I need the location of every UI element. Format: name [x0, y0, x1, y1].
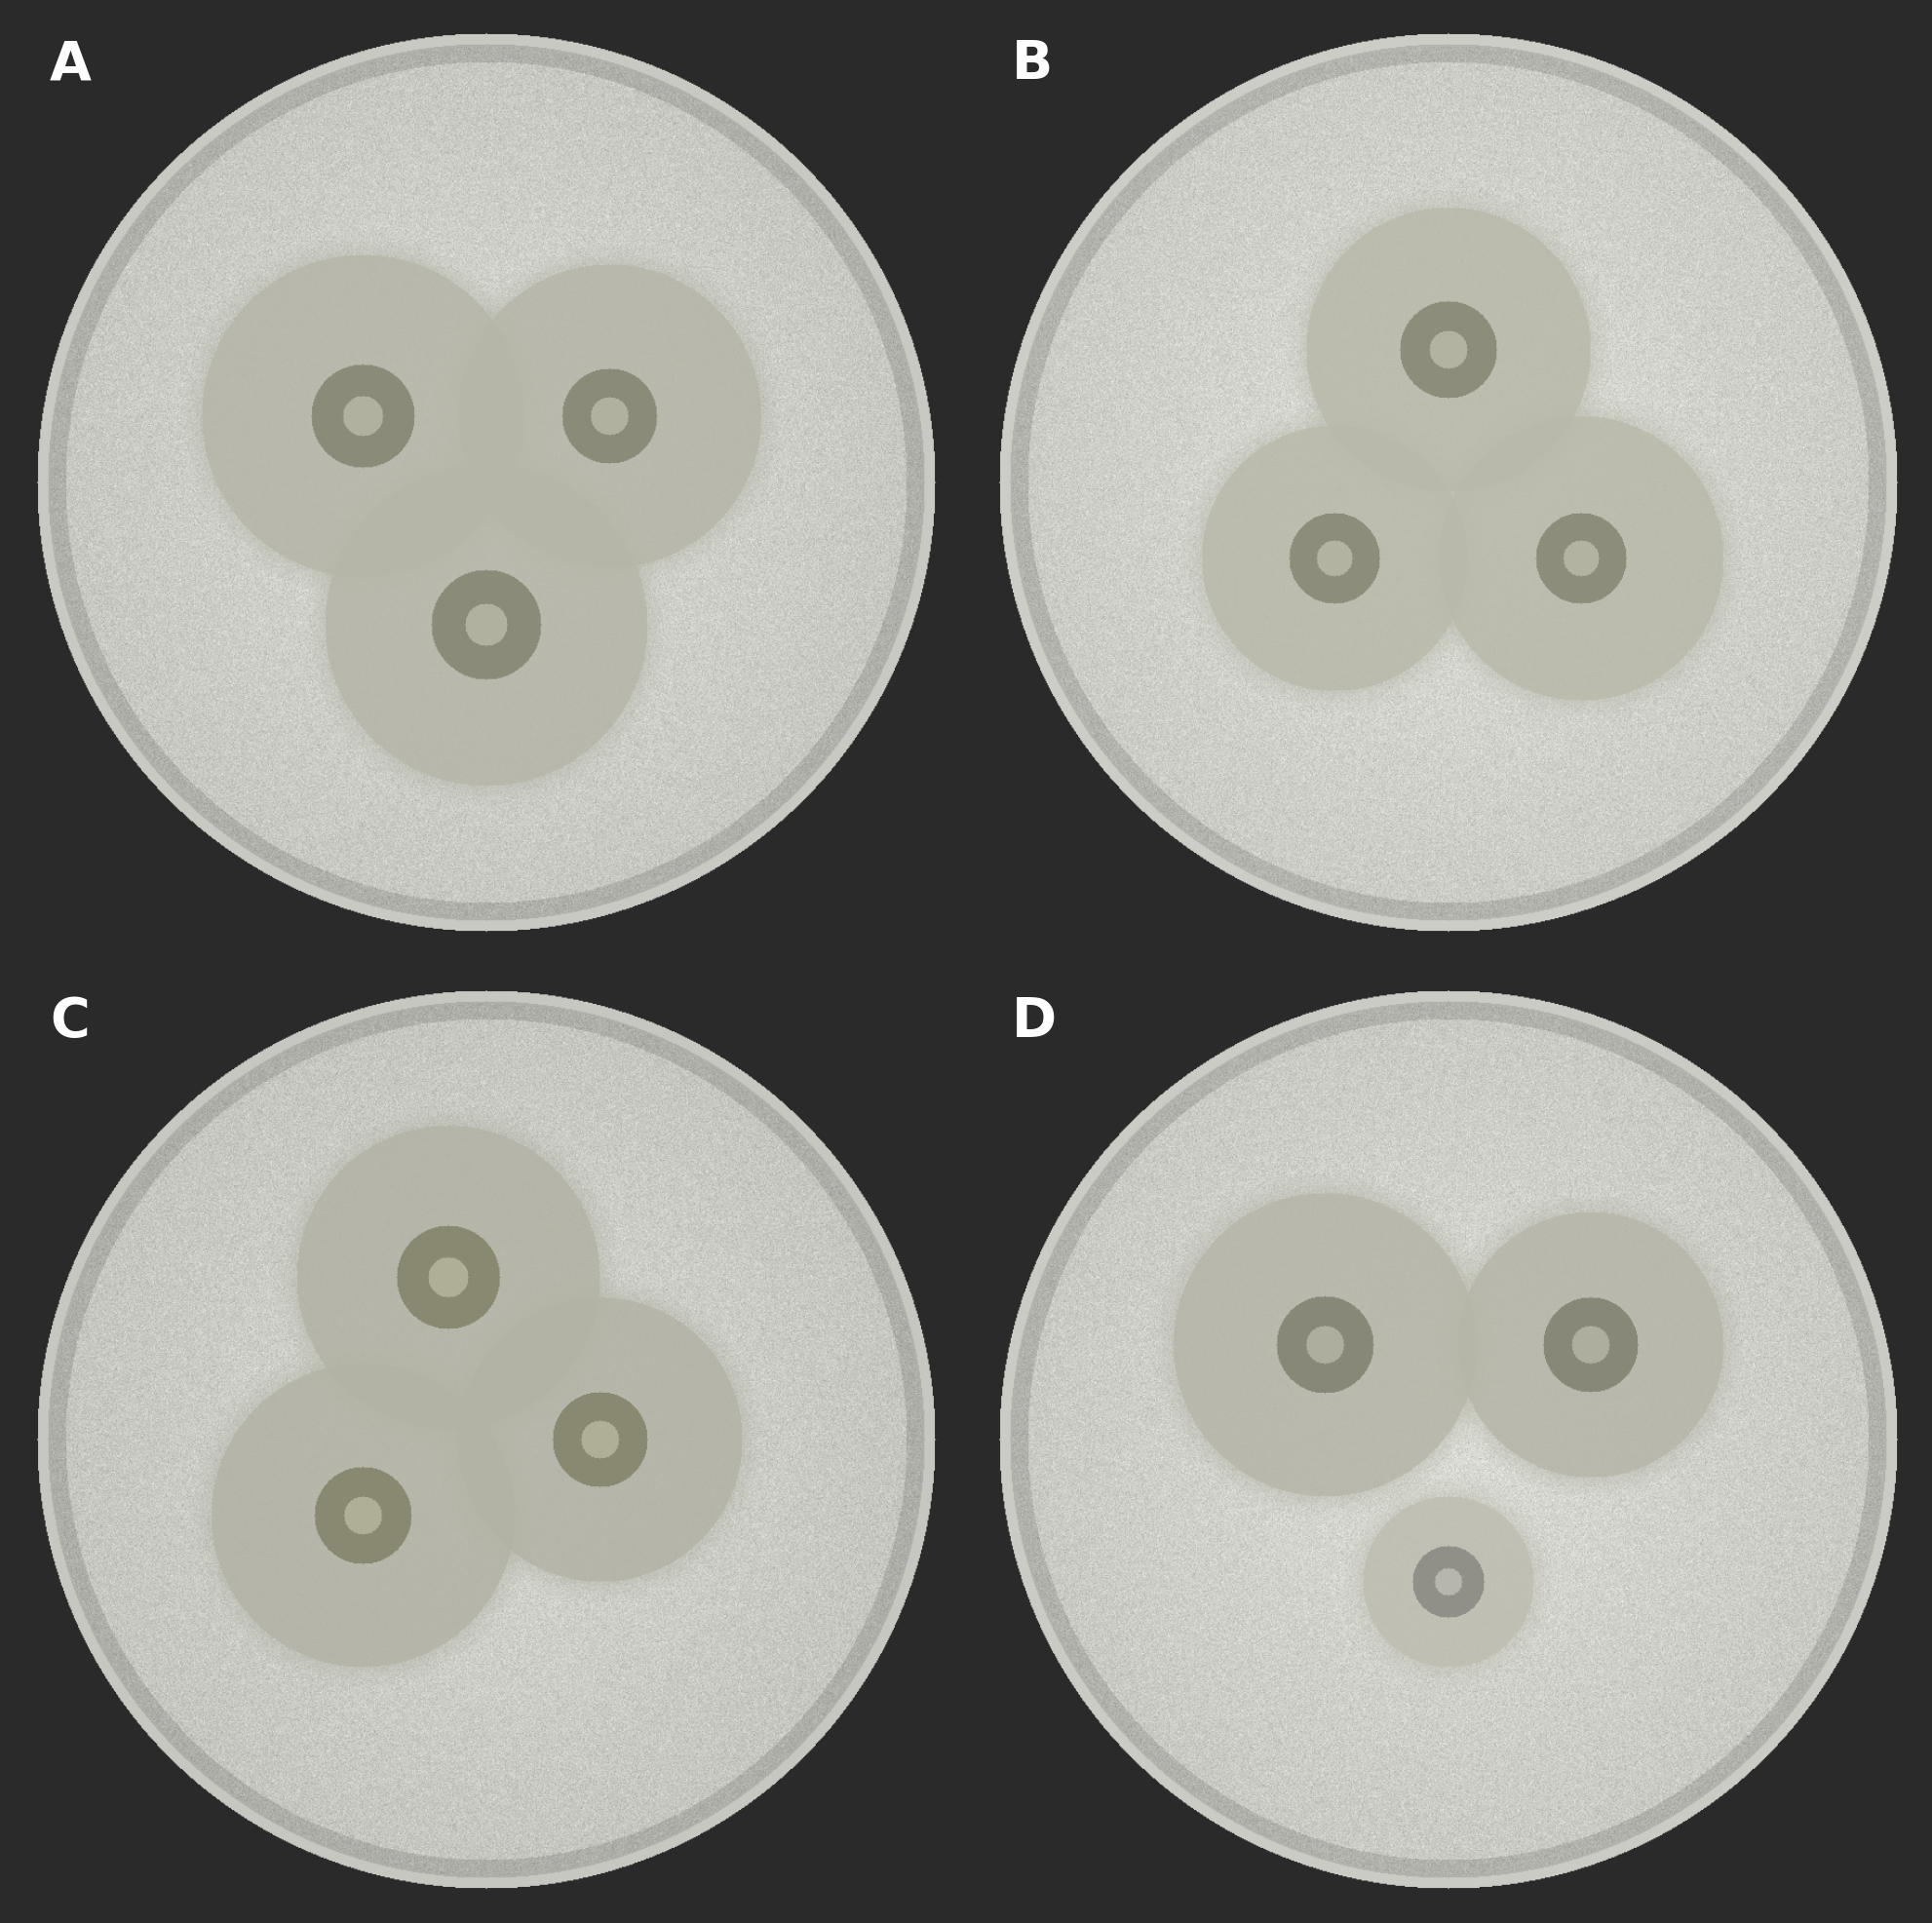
Text: D: D	[1010, 994, 1055, 1048]
Text: B: B	[1010, 38, 1051, 90]
Text: C: C	[50, 994, 89, 1048]
Text: A: A	[50, 38, 91, 90]
